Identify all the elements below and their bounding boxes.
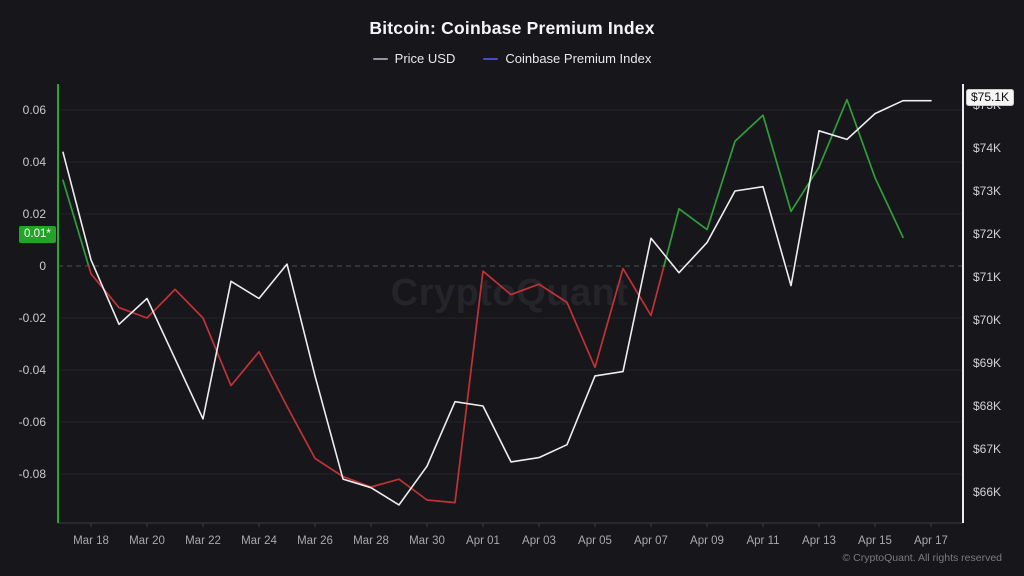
legend: Price USD Coinbase Premium Index	[0, 51, 1024, 66]
premium-line-positive-segment	[663, 98, 904, 267]
right-axis-tick-label: $67K	[973, 442, 1001, 456]
premium-line-swatch-icon	[483, 57, 499, 60]
left-axis-tick-label: -0.06	[19, 415, 47, 429]
left-axis-tick-label: 0.04	[23, 155, 47, 169]
x-axis-tick-label: Apr 05	[578, 535, 612, 547]
right-axis-tick-label: $74K	[973, 141, 1001, 155]
x-axis-tick-label: Apr 09	[690, 535, 724, 547]
x-axis-tick-label: Apr 03	[522, 535, 556, 547]
left-axis-tick-label: 0.06	[23, 103, 47, 117]
left-axis-tick-label: 0	[39, 259, 46, 273]
chart-title: Bitcoin: Coinbase Premium Index	[369, 18, 655, 38]
x-axis-tick-label: Apr 11	[746, 535, 779, 547]
price-current-value-badge: $75.1K	[966, 89, 1015, 106]
left-axis-tick-label: -0.04	[19, 363, 47, 377]
x-axis-tick-label: Mar 22	[185, 535, 221, 547]
x-axis-tick-label: Mar 18	[73, 535, 109, 547]
x-axis-tick-label: Apr 15	[858, 535, 892, 547]
x-axis-tick-label: Mar 24	[241, 535, 277, 547]
price-line-swatch-icon	[372, 57, 388, 60]
right-axis-tick-label: $70K	[973, 313, 1001, 327]
left-axis-tick-label: 0.02	[23, 207, 47, 221]
x-axis-tick-label: Mar 26	[297, 535, 333, 547]
left-axis-tick-label: -0.02	[19, 311, 47, 325]
right-axis-tick-label: $68K	[973, 399, 1001, 413]
right-axis-tick-label: $71K	[973, 270, 1001, 284]
x-axis-tick-label: Mar 28	[353, 535, 389, 547]
x-axis-tick-label: Apr 07	[634, 535, 668, 547]
left-axis-tick-label: -0.08	[19, 467, 47, 481]
right-axis-tick-label: $66K	[973, 485, 1001, 499]
premium-line-negative-segment	[87, 265, 665, 504]
legend-item-coinbase-premium-index[interactable]: Coinbase Premium Index	[483, 51, 651, 66]
right-axis-tick-label: $73K	[973, 184, 1001, 198]
x-axis-tick-label: Apr 13	[802, 535, 836, 547]
x-axis-tick-label: Mar 20	[129, 535, 165, 547]
x-axis-tick-label: Mar 30	[409, 535, 445, 547]
right-axis-tick-label: $72K	[973, 227, 1001, 241]
right-axis-tick-label: $69K	[973, 356, 1001, 370]
x-axis-tick-label: Apr 01	[466, 535, 500, 547]
legend-label-coinbase-premium-index: Coinbase Premium Index	[505, 51, 652, 66]
copyright-notice: © CryptoQuant. All rights reserved	[842, 552, 1002, 564]
price-line	[62, 99, 932, 506]
premium-current-value-badge: 0.01*	[19, 226, 56, 243]
legend-item-price-usd[interactable]: Price USD	[372, 51, 456, 66]
premium-line-positive-segment	[62, 179, 90, 267]
x-axis-tick-label: Apr 17	[914, 535, 948, 547]
legend-label-price-usd: Price USD	[394, 51, 456, 66]
